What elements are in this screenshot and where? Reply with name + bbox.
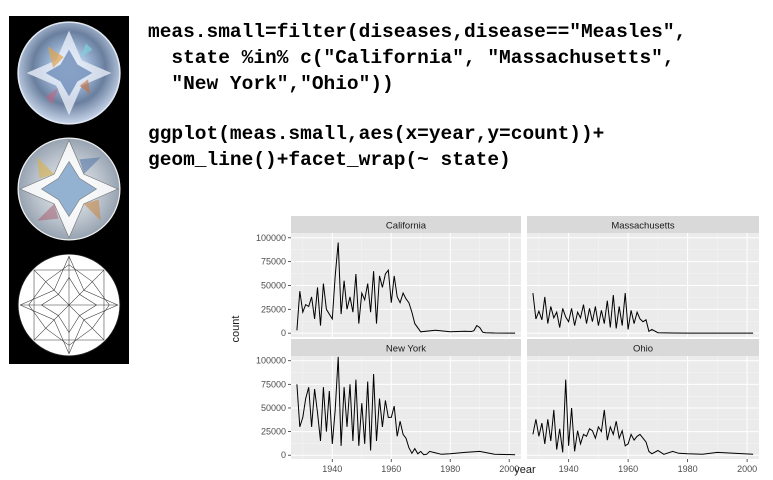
x-axis-label: year [514,464,536,476]
y-tick-label: 0 [281,450,286,460]
code-line: state %in% c("California", "Massachusett… [148,47,675,69]
facet-strip-label: Massachusetts [611,221,675,232]
facet-strip [291,339,521,356]
x-tick-label: 1980 [440,464,460,474]
diamond-lineart-icon [17,253,121,357]
x-tick-label: 1980 [678,464,698,474]
code-line: meas.small=filter(diseases,disease=="Mea… [148,21,687,43]
y-tick-label: 25000 [261,427,286,437]
diamond-mosaic-icon [17,137,121,241]
facet-strip [527,339,759,356]
facet-strip-label: Ohio [633,344,653,355]
series-line-massachusetts [532,293,754,334]
y-tick-label: 25000 [261,304,286,314]
x-tick-label: 2000 [737,464,757,474]
facet-strip-label: California [386,221,427,232]
y-tick-label: 100000 [256,233,286,243]
facet-strip [291,216,521,233]
y-tick-label: 75000 [261,257,286,267]
y-tick-label: 75000 [261,379,286,389]
series-line-new-york [296,356,516,456]
y-axis-label: count [230,316,242,343]
x-tick-label: 1940 [322,464,342,474]
y-tick-label: 0 [281,328,286,338]
code-line: ggplot(meas.small,aes(x=year,y=count))+ [148,123,605,145]
x-tick-label: 1940 [559,464,579,474]
diamond-image-strip [9,16,129,364]
x-tick-label: 1960 [618,464,638,474]
code-line: geom_line()+facet_wrap(~ state) [148,149,511,171]
facet-strip-label: New York [386,344,426,355]
y-tick-label: 50000 [261,280,286,290]
series-line-ohio [532,379,754,455]
y-tick-label: 50000 [261,403,286,413]
diamond-color-icon [17,21,121,125]
x-tick-label: 1960 [381,464,401,474]
y-tick-label: 100000 [256,356,286,366]
x-tick-label: 2000 [499,464,519,474]
facet-strip [527,216,759,233]
code-line: "New York","Ohio")) [148,73,394,95]
facet-line-chart: California 0 25000 50000 75000 100000 Massachu… [225,196,765,478]
series-line-california [296,242,516,334]
